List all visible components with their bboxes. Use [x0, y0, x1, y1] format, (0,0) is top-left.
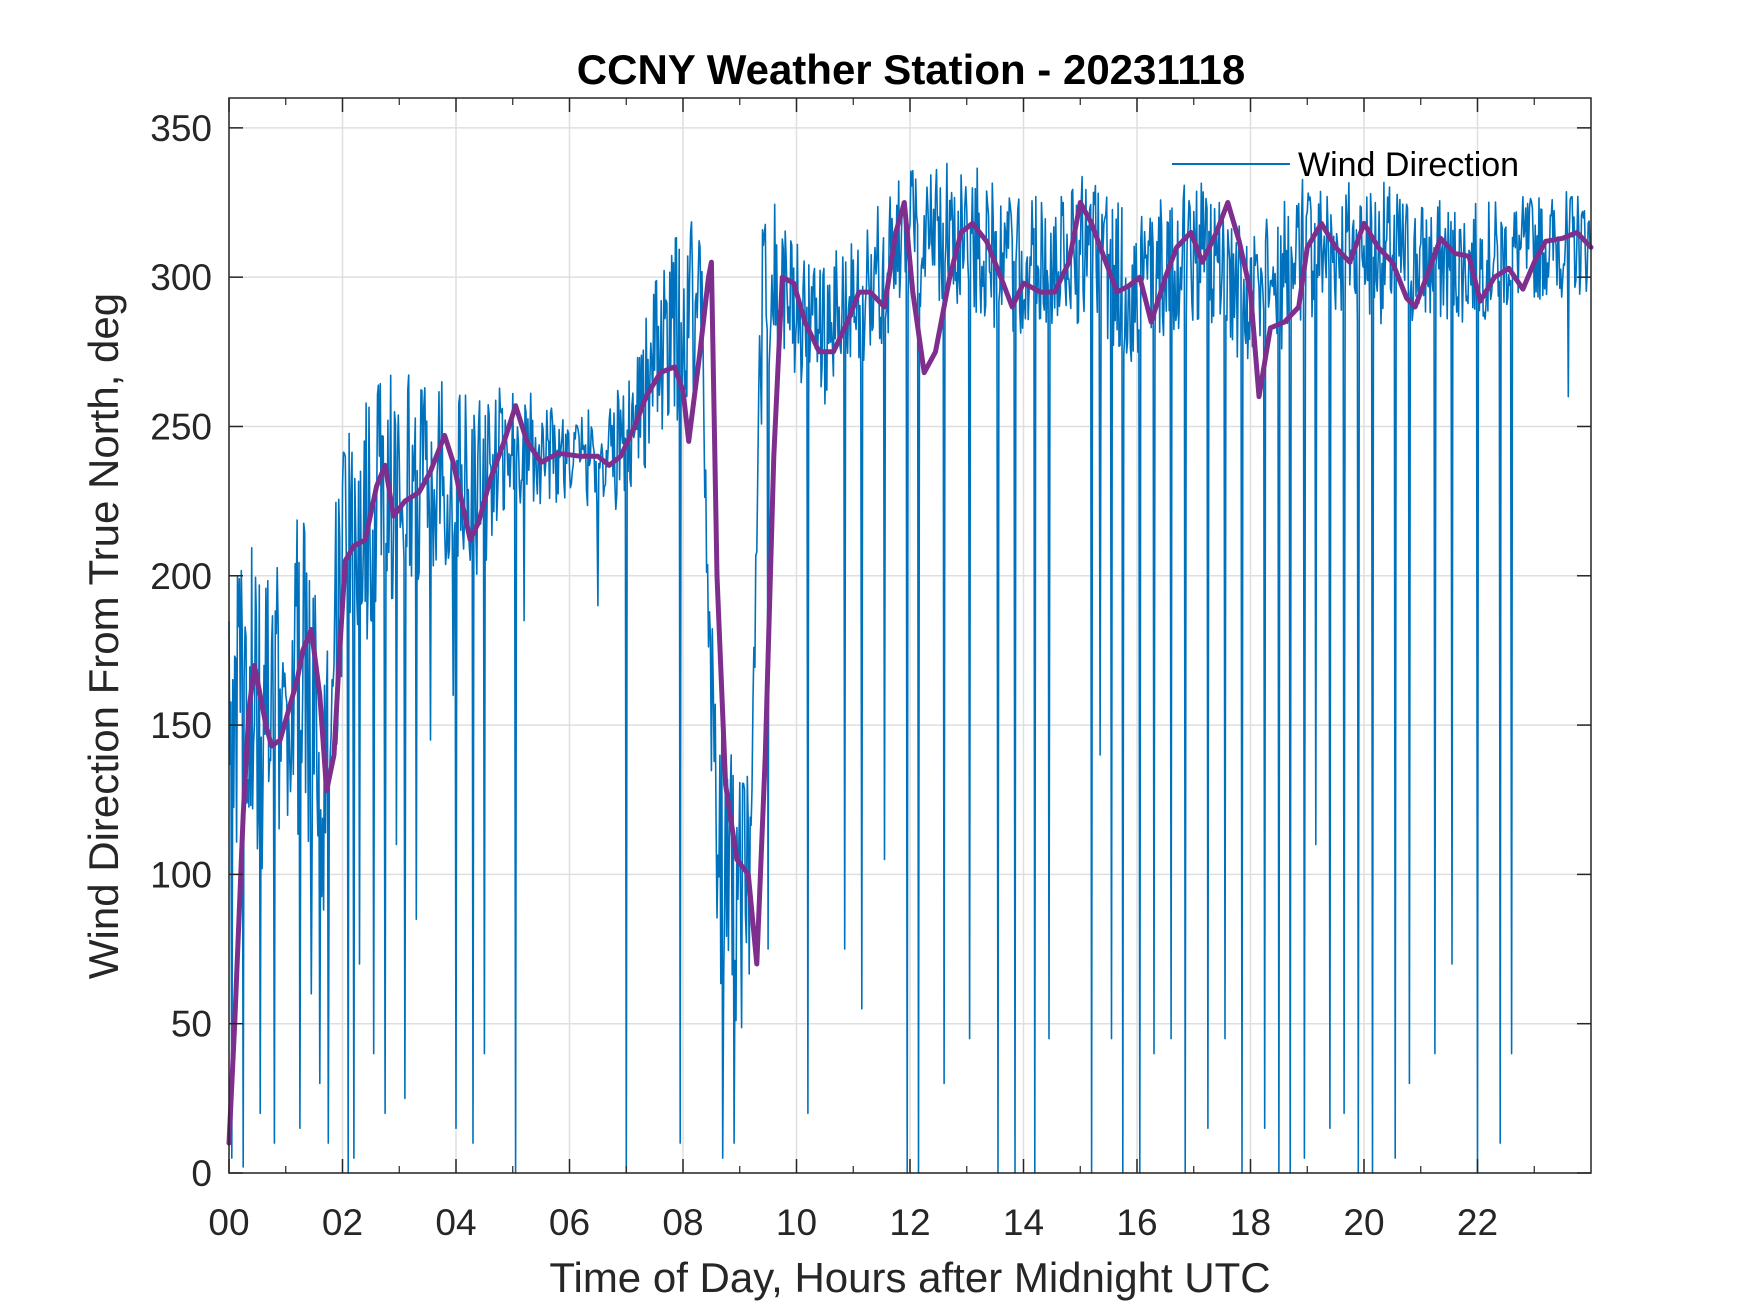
series-layer [226, 162, 1594, 1174]
x-tick-label: 14 [1003, 1202, 1044, 1243]
chart-title: CCNY Weather Station - 20231118 [577, 46, 1245, 93]
x-tick-label: 12 [889, 1202, 930, 1243]
y-tick-label: 350 [150, 108, 212, 149]
legend: Wind Direction [1172, 146, 1519, 184]
y-tick-label: 250 [150, 406, 212, 447]
x-tick-label: 20 [1343, 1202, 1384, 1243]
x-tick-label: 08 [662, 1202, 703, 1243]
y-tick-label: 0 [191, 1153, 212, 1194]
x-axis-title: Time of Day, Hours after Midnight UTC [549, 1254, 1270, 1301]
x-tick-label: 02 [322, 1202, 363, 1243]
series-wind-direction [228, 162, 1591, 1174]
x-tick-labels: 00 02 04 06 08 10 12 14 16 18 20 22 [208, 1202, 1498, 1243]
x-tick-label: 10 [776, 1202, 817, 1243]
y-tick-label: 150 [150, 705, 212, 746]
y-tick-label: 300 [150, 257, 212, 298]
x-tick-label: 16 [1116, 1202, 1157, 1243]
x-tick-label: 22 [1457, 1202, 1498, 1243]
y-axis-title: Wind Direction From True North, deg [80, 293, 127, 979]
series-smoothed-wind-direction [226, 200, 1594, 1146]
y-tick-label: 200 [150, 556, 212, 597]
y-tick-label: 100 [150, 854, 212, 895]
legend-label-wind-direction: Wind Direction [1298, 146, 1519, 184]
y-tick-label: 50 [171, 1004, 212, 1045]
x-tick-label: 00 [208, 1202, 249, 1243]
x-tick-label: 06 [549, 1202, 590, 1243]
x-tick-label: 18 [1230, 1202, 1271, 1243]
y-tick-labels: 0 50 100 150 200 250 300 350 [150, 108, 212, 1194]
x-tick-label: 04 [435, 1202, 476, 1243]
ticks [228, 98, 1591, 1174]
